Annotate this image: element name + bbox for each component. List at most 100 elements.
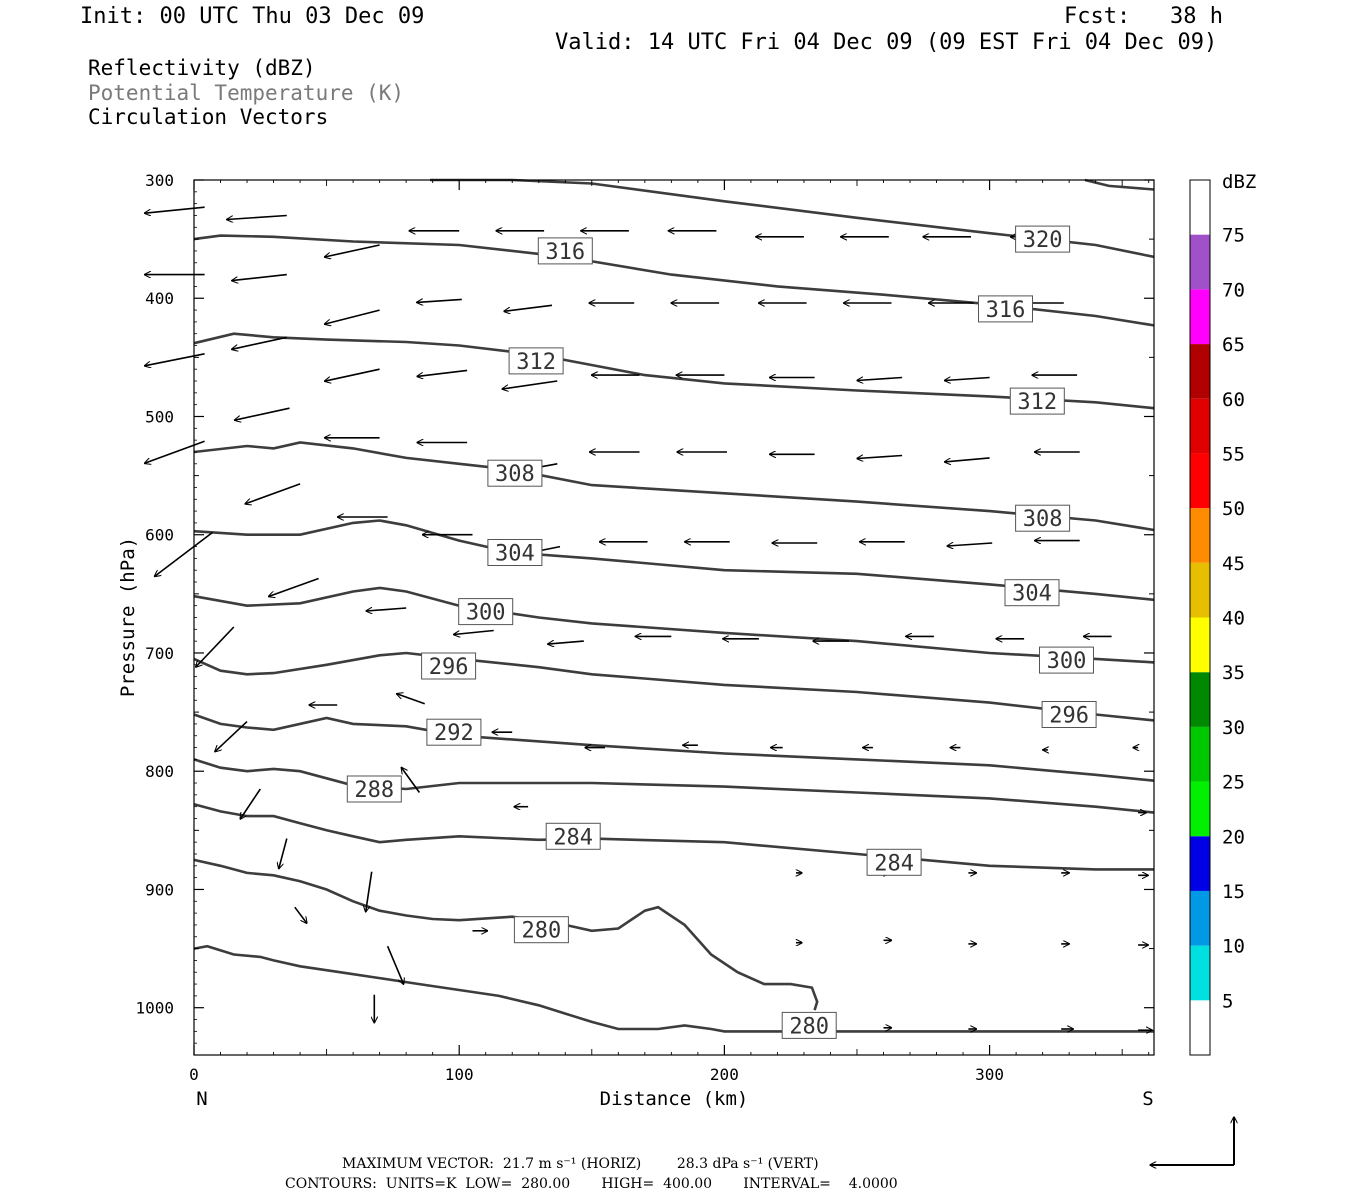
- contour-label-11: 296: [421, 652, 477, 680]
- contour-label-5: 308: [487, 459, 543, 487]
- contour-label-3: 312: [508, 347, 564, 375]
- colorbar-level-70: 70: [1222, 279, 1245, 301]
- contour-label-4: 312: [1009, 387, 1065, 415]
- colorbar-swatch-10: [1190, 398, 1210, 454]
- colorbar-level-60: 60: [1222, 389, 1245, 411]
- valid-time-label: Valid: 14 UTC Fri 04 Dec 09 (09 EST Fri …: [555, 30, 1218, 55]
- x-axis-label: Distance (km): [600, 1088, 749, 1110]
- circulation-vector-26: [502, 380, 558, 389]
- colorbar-swatch-8: [1190, 508, 1210, 563]
- colorbar-swatch-12: [1190, 289, 1210, 345]
- colorbar-level-55: 55: [1222, 443, 1245, 465]
- circulation-vector-55: [196, 626, 235, 667]
- circulation-vector-14: [417, 299, 462, 302]
- colorbar-swatch-4: [1190, 726, 1210, 782]
- colorbar-level-15: 15: [1222, 881, 1245, 903]
- colorbar-swatch-0: [1190, 945, 1210, 1001]
- reference-vector-icon: [1150, 1117, 1234, 1165]
- axes-layer: 300 400 500 600 700 800 900 1000 0 100 200 300: [135, 171, 1154, 1084]
- contour-label-6: 308: [1015, 504, 1071, 532]
- y-tick-label-300: 300: [145, 171, 174, 190]
- colorbar-title: dBZ: [1222, 171, 1256, 193]
- y-tick-label-800: 800: [145, 762, 174, 781]
- colorbar-swatch-7: [1190, 562, 1210, 618]
- circulation-vector-45: [245, 483, 301, 504]
- contour-label-18: 280: [781, 1011, 837, 1039]
- colorbar-level-45: 45: [1222, 553, 1245, 575]
- y-tick-label-500: 500: [145, 407, 174, 426]
- theta-contour-11: [193, 651, 1155, 722]
- contour-label-12: 296: [1041, 701, 1097, 729]
- y-tick-label-1000: 1000: [135, 999, 174, 1018]
- colorbar-frame: [1189, 179, 1211, 1056]
- contour-label-17: 280: [513, 916, 569, 944]
- contour-label-7: 304: [487, 539, 543, 567]
- contour-info-note: CONTOURS: UNITS=K LOW= 280.00 HIGH= 400.…: [285, 1176, 898, 1192]
- y-tick-label-600: 600: [145, 526, 174, 545]
- x-tick-label-200: 200: [710, 1065, 739, 1084]
- x-label-north: N: [196, 1088, 207, 1110]
- x-tick-label-100: 100: [445, 1065, 474, 1084]
- legend-reflectivity: Reflectivity (dBZ): [88, 56, 316, 80]
- circulation-vector-77: [240, 788, 261, 819]
- circulation-vector-1: [227, 214, 287, 220]
- init-time-label: Init: 00 UTC Thu 03 Dec 09: [80, 4, 425, 29]
- svg-text:292: 292: [434, 721, 474, 746]
- contour-label-16: 284: [866, 848, 922, 876]
- theta-contour-14: [193, 758, 1155, 814]
- contour-label-8: 304: [1004, 579, 1060, 607]
- circulation-vector-34: [235, 407, 290, 420]
- circulation-vector-23: [232, 336, 287, 349]
- svg-text:296: 296: [1049, 704, 1089, 729]
- svg-text:284: 284: [553, 825, 593, 850]
- circulation-vector-41: [857, 456, 903, 459]
- colorbar-level-40: 40: [1222, 608, 1245, 630]
- theta-contour-15: [193, 803, 1154, 871]
- circulation-vector-81: [366, 871, 373, 912]
- legend-potential-temperature: Potential Temperature (K): [88, 81, 405, 105]
- theta-contour-13: [193, 713, 1155, 782]
- colorbar-swatch-5: [1190, 672, 1210, 727]
- circulation-vector-15: [504, 304, 553, 311]
- forecast-hour-label: Fcst: 38 h: [1064, 4, 1223, 29]
- circulation-vector-59: [548, 641, 584, 644]
- circulation-vector-80: [279, 838, 288, 869]
- max-vector-note: MAXIMUM VECTOR: 21.7 m s⁻¹ (HORIZ) 28.3 …: [342, 1156, 819, 1172]
- contour-label-14: 288: [346, 775, 402, 803]
- circulation-vector-66: [215, 721, 248, 752]
- svg-text:312: 312: [516, 350, 556, 375]
- theta-contour-18: [193, 944, 1154, 1033]
- svg-text:284: 284: [874, 851, 914, 876]
- circulation-vector-0: [145, 206, 205, 213]
- svg-text:300: 300: [466, 601, 506, 626]
- contour-label-9: 300: [458, 598, 514, 626]
- legend-circulation-vectors: Circulation Vectors: [88, 105, 329, 129]
- circulation-vector-56: [269, 577, 319, 597]
- contour-label-2: 316: [978, 295, 1033, 323]
- svg-text:280: 280: [789, 1014, 829, 1039]
- colorbar-swatch-2: [1190, 836, 1210, 891]
- contour-label-10: 300: [1039, 646, 1094, 674]
- circulation-vector-2: [325, 244, 380, 257]
- dbz-colorbar: 5 10 15 20 25 30 35 40 45 50 55 60 65 70 75 dBZ: [1189, 171, 1256, 1056]
- colorbar-level-25: 25: [1222, 772, 1245, 794]
- svg-text:320: 320: [1023, 228, 1063, 253]
- contour-label-13: 292: [426, 718, 482, 746]
- colorbar-swatch-9: [1190, 453, 1210, 509]
- x-tick-label-0: 0: [189, 1065, 199, 1084]
- circulation-vector-53: [947, 543, 993, 546]
- y-tick-label-900: 900: [145, 880, 174, 899]
- x-tick-label-300: 300: [975, 1065, 1004, 1084]
- colorbar-level-35: 35: [1222, 662, 1245, 684]
- circulation-vector-68: [397, 694, 425, 705]
- svg-text:304: 304: [495, 542, 535, 567]
- circulation-vector-30: [857, 378, 903, 381]
- circulation-vector-44: [155, 531, 214, 576]
- svg-text:316: 316: [986, 298, 1026, 323]
- svg-text:304: 304: [1012, 582, 1052, 607]
- x-label-south: S: [1142, 1088, 1153, 1110]
- theta-contour-7: [193, 519, 1155, 602]
- circulation-vector-31: [945, 378, 990, 381]
- contour-label-15: 284: [545, 822, 601, 850]
